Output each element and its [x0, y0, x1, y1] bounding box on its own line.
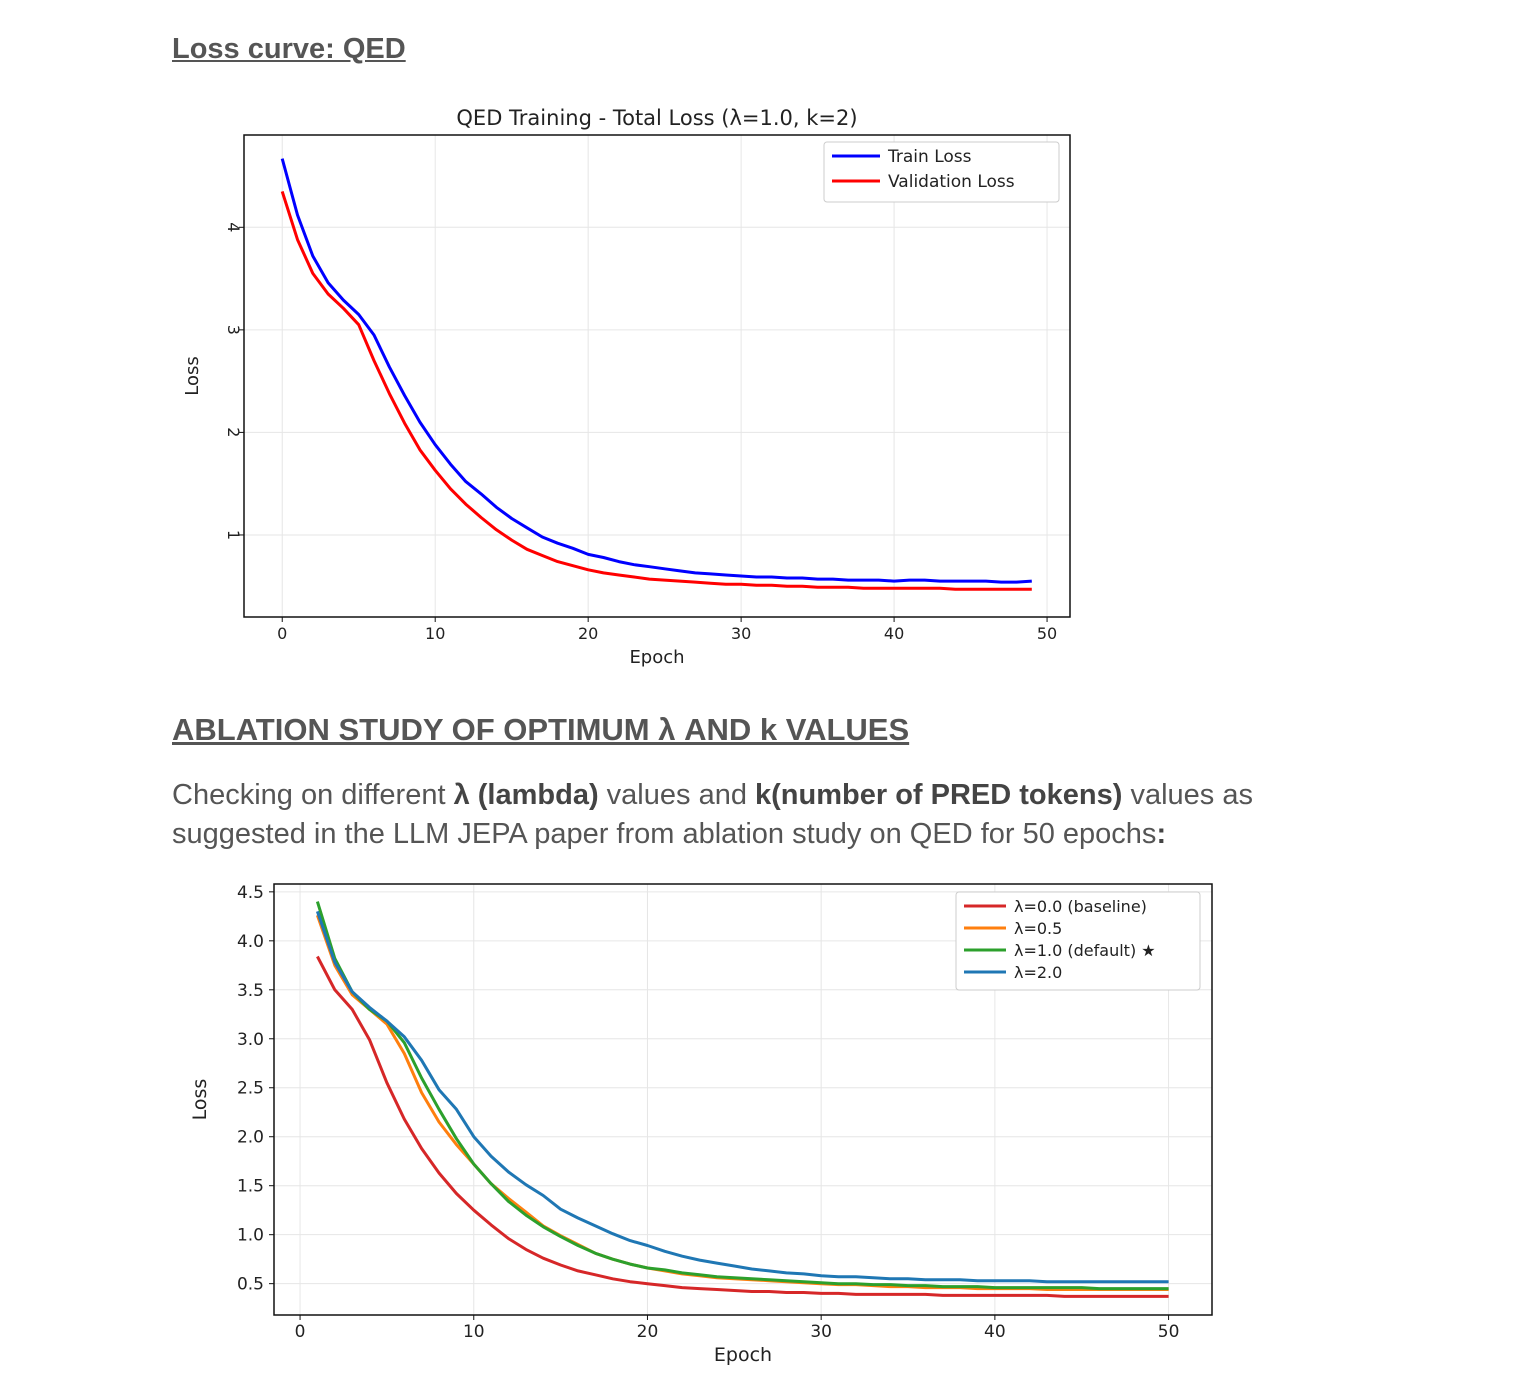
x-axis-label: Epoch — [714, 1344, 772, 1366]
para-text-3: values as suggested in the LLM JEPA pape… — [172, 779, 1253, 850]
legend-label: Train Loss — [887, 147, 972, 167]
ablation-svg: 0 10 20 30 40 50 0.5 1.0 1.5 2.0 2.5 3.0 3.5 4.0 4.5 Ep… — [189, 883, 1213, 1366]
y-tick-label: 4 — [224, 222, 243, 232]
section-heading-loss-curve: Loss curve: QED — [172, 33, 406, 65]
y-tick-label: 4.0 — [237, 932, 264, 952]
y-tick-label: 0.5 — [237, 1275, 264, 1295]
loss-curve-svg: 0 10 20 30 40 50 1 2 3 4 Epoch Loss QED Training - T… — [182, 106, 1071, 668]
x-tick-label: 50 — [1037, 624, 1057, 643]
x-tick-label: 30 — [731, 624, 751, 643]
x-tick-label: 40 — [984, 1322, 1006, 1342]
y-tick-label: 2.0 — [237, 1128, 264, 1148]
para-text-1: Checking on different — [172, 779, 454, 811]
x-tick-label: 50 — [1158, 1322, 1180, 1342]
series-line-0 — [316, 955, 1169, 1298]
y-tick-label: 1 — [224, 530, 243, 540]
ablation-chart: 0 10 20 30 40 50 0.5 1.0 1.5 2.0 2.5 3.0 3.5 4.0 4.5 Ep… — [172, 874, 1234, 1379]
x-tick-label: 20 — [578, 624, 598, 643]
x-tick-label: 20 — [637, 1322, 659, 1342]
y-tick-label: 3 — [224, 325, 243, 335]
legend-label: λ=1.0 (default) ★ — [1014, 941, 1156, 960]
y-tick-label: 1.5 — [237, 1177, 264, 1197]
plot-frame — [243, 134, 1071, 618]
y-tick-label: 3.0 — [237, 1030, 264, 1050]
series-line-1 — [280, 190, 1032, 591]
series-line-3 — [315, 910, 1169, 1284]
chart-title: QED Training - Total Loss (λ=1.0, k=2) — [456, 106, 857, 130]
legend-label: λ=0.0 (baseline) — [1014, 897, 1147, 916]
x-tick-label: 30 — [810, 1322, 832, 1342]
x-axis-label: Epoch — [629, 647, 684, 668]
loss-curve-chart: 0 10 20 30 40 50 1 2 3 4 Epoch Loss QED Training - T… — [172, 94, 1077, 682]
y-axis-label: Loss — [189, 1079, 211, 1121]
y-tick-label: 3.5 — [237, 981, 264, 1001]
y-tick-label: 1.0 — [237, 1226, 264, 1246]
legend-box — [823, 141, 1060, 203]
legend-label: Validation Loss — [888, 172, 1015, 192]
para-bold-lambda: λ (lambda) — [453, 779, 599, 811]
legend-label: λ=0.5 — [1014, 919, 1062, 938]
x-tick-label: 40 — [884, 624, 904, 643]
series-line-0 — [280, 158, 1032, 584]
ablation-description: Checking on different λ (lambda) values … — [172, 776, 1372, 854]
x-tick-label: 10 — [425, 624, 445, 643]
y-axis-label: Loss — [182, 356, 203, 395]
x-tick-label: 10 — [463, 1322, 485, 1342]
legend-box — [955, 891, 1201, 991]
series-line-2 — [315, 901, 1169, 1291]
para-text-2: values and — [598, 779, 756, 811]
section-heading-ablation: ABLATION STUDY OF OPTIMUM λ AND k VALUES — [172, 712, 910, 747]
plot-frame — [273, 883, 1213, 1316]
y-tick-label: 2.5 — [237, 1079, 264, 1099]
legend-label: λ=2.0 — [1014, 963, 1062, 982]
para-bold-colon: : — [1156, 818, 1167, 850]
y-tick-label: 2 — [224, 427, 243, 437]
para-bold-k: k(number of PRED tokens) — [755, 779, 1123, 811]
x-tick-label: 0 — [295, 1322, 306, 1342]
y-tick-label: 4.5 — [237, 883, 264, 903]
x-tick-label: 0 — [277, 624, 287, 643]
